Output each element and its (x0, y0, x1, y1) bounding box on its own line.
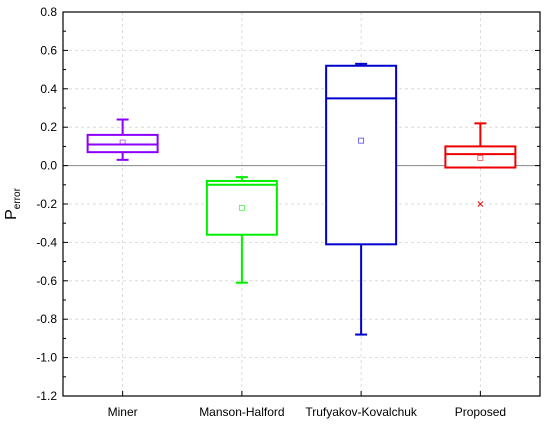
mean-marker (238, 204, 245, 211)
y-tick-label: 0.8 (40, 5, 57, 19)
box-iqr (444, 145, 517, 169)
outlier-marker (477, 201, 484, 207)
y-tick-label: -0.8 (36, 312, 57, 326)
box-group-miner (86, 118, 159, 161)
y-tick-label: -0.4 (36, 235, 57, 249)
box-group-proposed (444, 122, 517, 207)
y-axis-title-subscript: error (12, 187, 23, 209)
y-tick-label: -1.0 (36, 351, 57, 365)
y-tick-label: 0.4 (40, 82, 57, 96)
box-iqr (325, 64, 398, 246)
y-axis-title-main: P (3, 209, 20, 220)
y-tick-label: -0.6 (36, 274, 57, 288)
y-tick-label: 0.0 (40, 159, 57, 173)
box-group-trufyakov-kovalchuk (325, 62, 398, 336)
mean-marker (358, 137, 365, 144)
boxes (86, 62, 517, 336)
plot-frame (62, 11, 541, 397)
y-axis-title: Perror (3, 187, 23, 219)
x-tick-label: Manson-Halford (199, 405, 284, 419)
mean-marker (119, 139, 126, 146)
y-tick-label: 0.6 (40, 43, 57, 57)
x-tick-label: Proposed (455, 405, 506, 419)
x-tick-label: Trufyakov-Kovalchuk (305, 405, 418, 419)
mean-marker (477, 155, 484, 161)
x-tick-label: Miner (108, 405, 138, 419)
box-iqr (205, 179, 278, 236)
y-tick-label: -1.2 (36, 389, 57, 403)
ticks: -1.2 -1.0 -0.8 -0.6 -0.4 -0.2 0.0 0.2 0.4 0.6 0.8 M… (36, 5, 540, 419)
box-group-manson-halford (205, 176, 278, 284)
grid (63, 11, 540, 397)
y-tick-label: 0.2 (40, 120, 57, 134)
y-tick-label: -0.2 (36, 197, 57, 211)
